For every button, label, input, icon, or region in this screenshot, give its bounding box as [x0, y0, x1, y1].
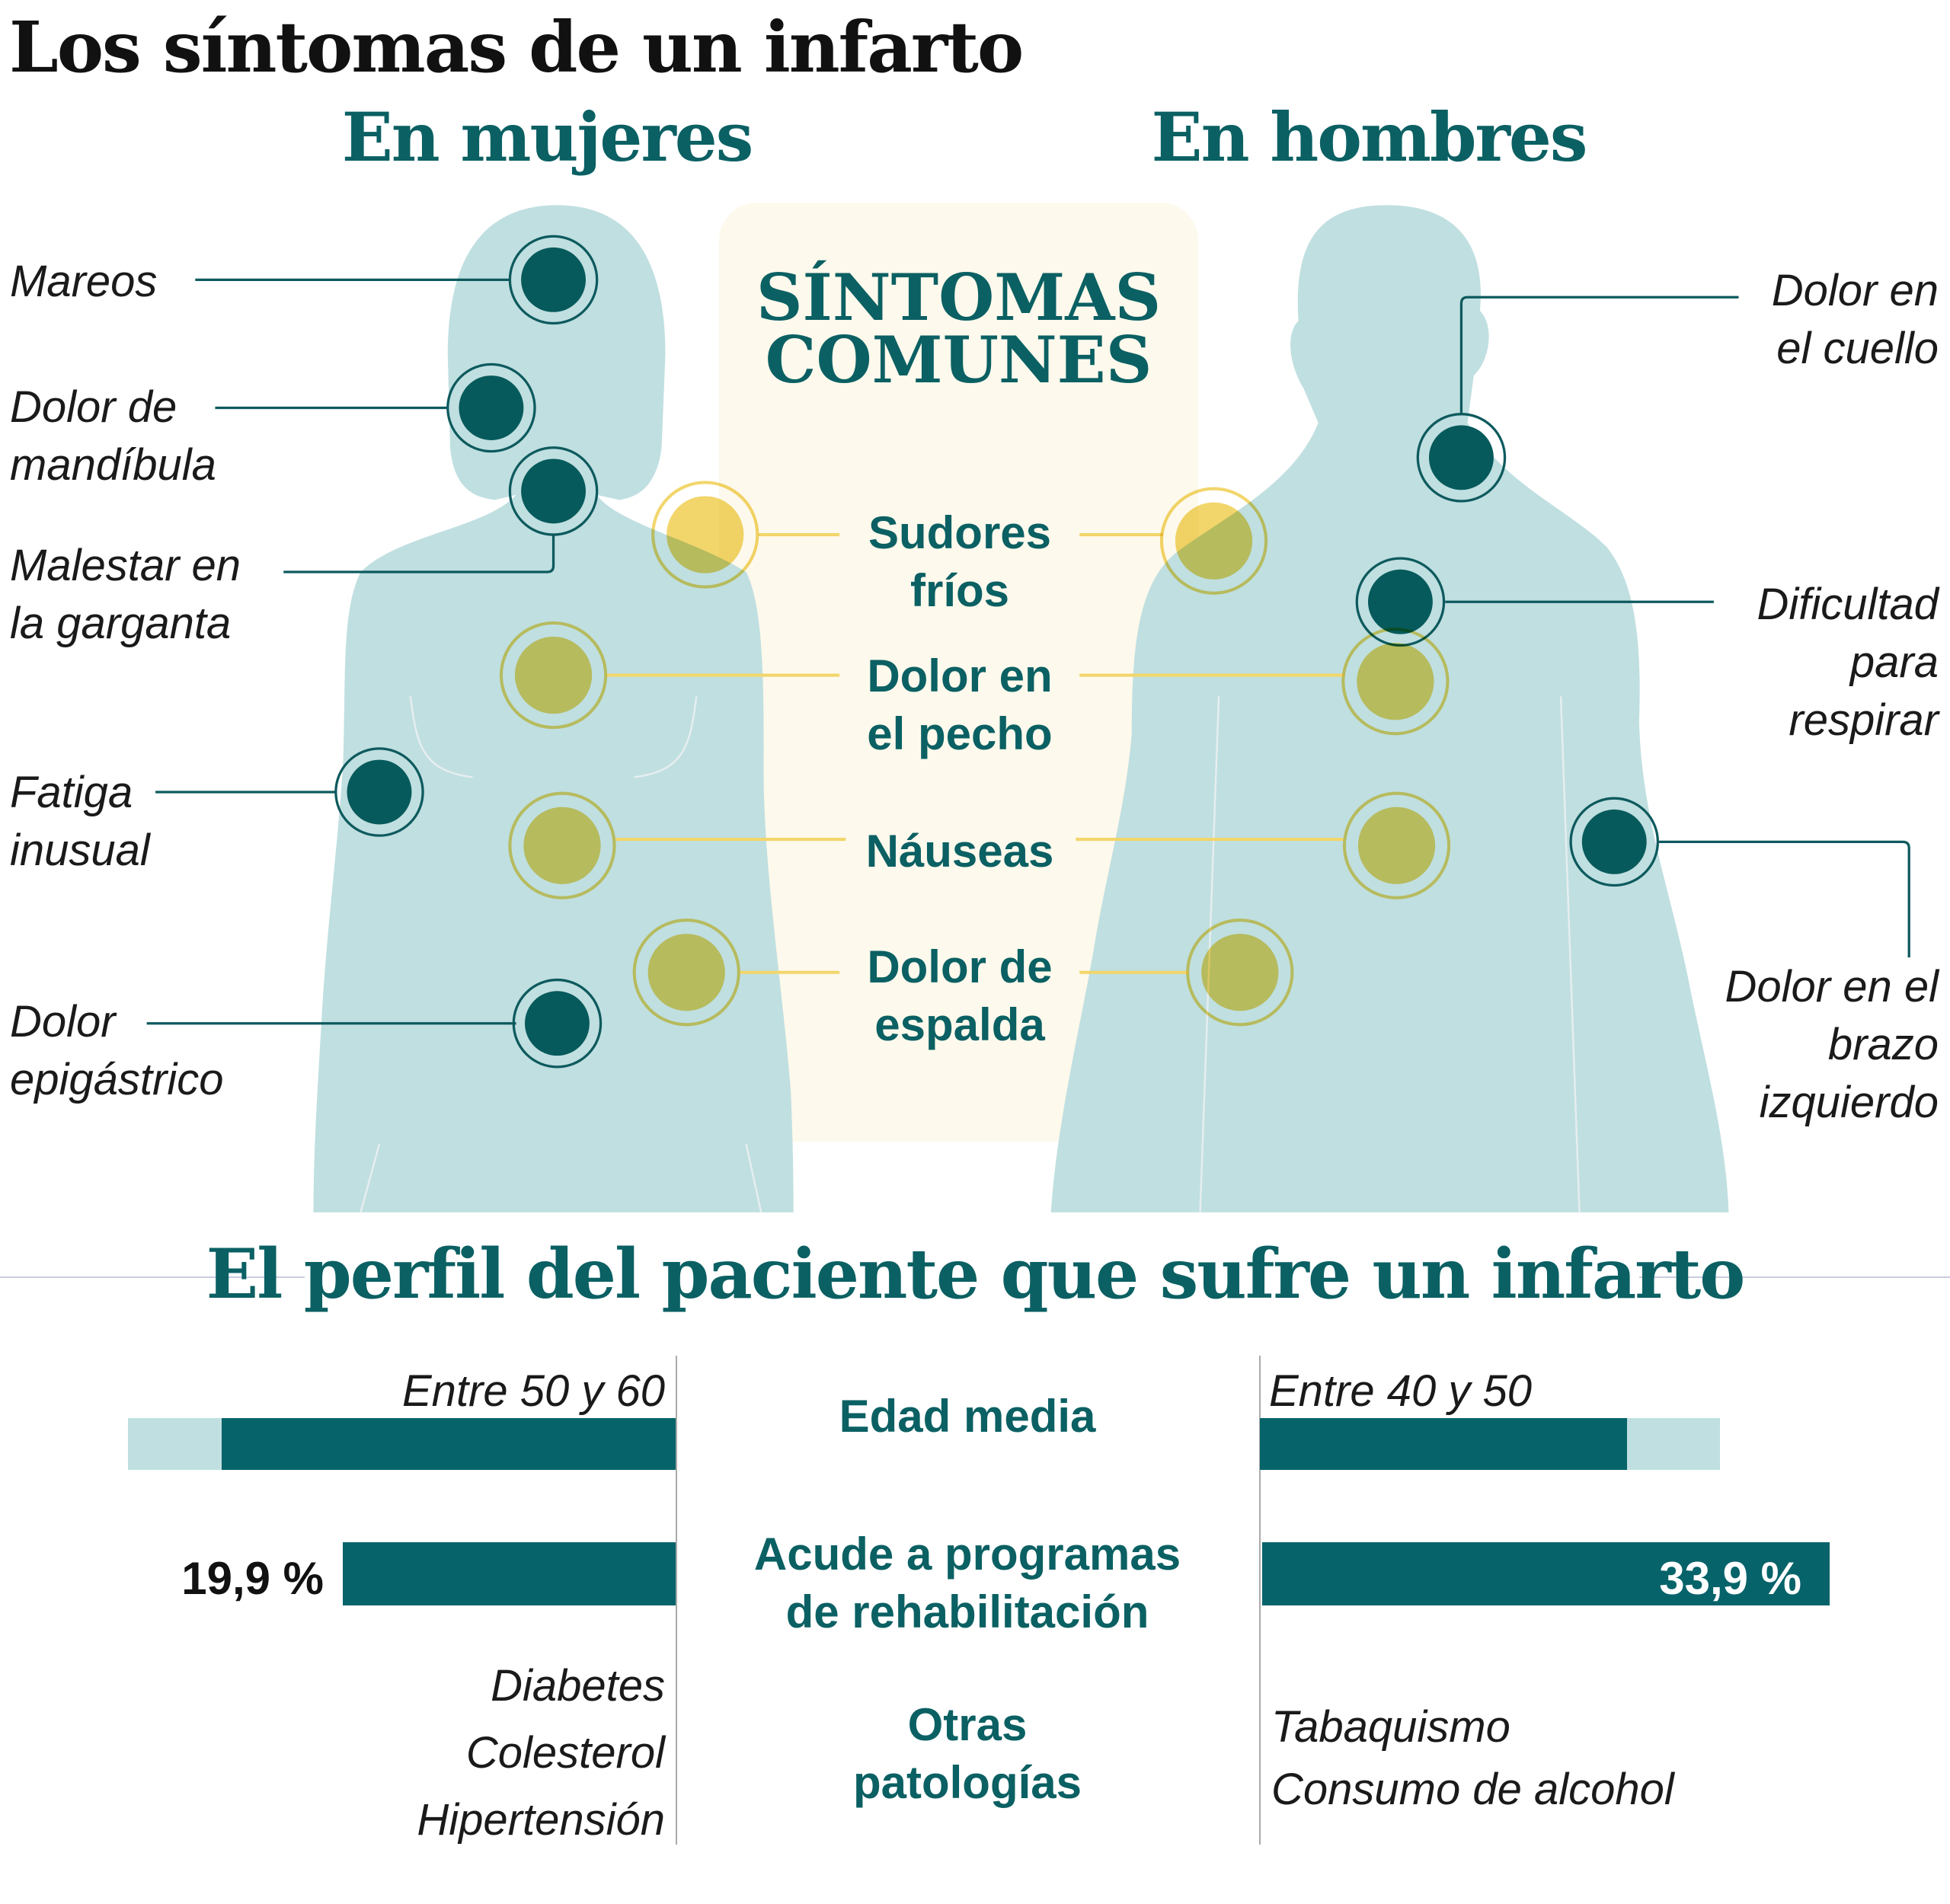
women-other-conditions: Diabetes Colesterol Hipertensión [417, 1661, 665, 1845]
women-symptom-markers [334, 235, 603, 1069]
common-symptom-markers [499, 481, 1451, 1027]
women-rehab-value: 19,9 % [181, 1553, 324, 1604]
common-symptom-pecho: Dolor en el pecho [867, 650, 1053, 759]
marker-fatiga [334, 747, 424, 837]
women-symptom-epigastrico: Dolor epigástrico [10, 997, 224, 1104]
body-illustration [146, 205, 1910, 1213]
age-label: Edad media [839, 1391, 1096, 1442]
women-title: En mujeres [341, 97, 754, 177]
common-title-line: COMUNES [765, 322, 1152, 398]
marker-pecho-m [1341, 628, 1450, 736]
men-symptom-brazo: Dolor en el brazo izquierdo [1725, 962, 1939, 1127]
men-rehab-value: 33,9 % [1659, 1553, 1801, 1604]
divider [0, 1276, 305, 1278]
common-title-line: SÍNTOMAS [756, 260, 1162, 335]
marker-espalda-m [1186, 918, 1294, 1027]
marker-espalda-w [632, 918, 740, 1027]
common-symptom-nauseas: Náuseas [865, 826, 1054, 877]
women-symptom-mandibula: Dolor de mandíbula [10, 382, 216, 490]
marker-epigastrico [512, 978, 603, 1069]
leader-line [1659, 840, 1910, 958]
men-age-bar [1260, 1418, 1627, 1470]
marker-nauseas-m [1342, 791, 1451, 899]
marker-garganta [508, 446, 599, 536]
marker-nauseas-w [508, 791, 616, 899]
men-rehab-bar [1262, 1542, 1830, 1605]
marker-sudores-w [651, 481, 759, 589]
leader-line [1459, 296, 1739, 414]
women-age-bar [222, 1418, 676, 1470]
divider [1639, 1276, 1950, 1278]
women-age-value: Entre 50 y 60 [402, 1366, 665, 1416]
women-symptom-fatiga: Fatiga inusual [10, 768, 150, 875]
other-conditions-label: Otras patologías [852, 1699, 1082, 1808]
men-title: En hombres [1151, 97, 1588, 177]
marker-respirar [1355, 557, 1446, 647]
men-symptom-respirar: Dificultad para respirar [1757, 580, 1939, 745]
marker-mandibula [446, 363, 536, 453]
men-other-conditions: Tabaquismo Consumo de alcohol [1271, 1702, 1674, 1814]
divider [1259, 1356, 1261, 1845]
divider [676, 1356, 677, 1845]
men-symptom-markers [1355, 413, 1660, 887]
marker-sudores-m [1159, 487, 1268, 595]
marker-cuello [1416, 413, 1507, 503]
marker-brazo [1569, 797, 1660, 887]
marker-mareos [508, 235, 599, 325]
page-title: Los síntomas de un infarto [9, 6, 1024, 88]
women-rehab-bar [342, 1542, 676, 1605]
leader-line [283, 535, 555, 573]
common-symptom-sudores: Sudores fríos [868, 507, 1052, 616]
men-age-value: Entre 40 y 50 [1269, 1366, 1532, 1416]
rehab-label: Acude a programas de rehabilitación [753, 1529, 1181, 1637]
profile-title: El perfil del paciente que sufre un infa… [206, 1234, 1746, 1315]
men-symptom-cuello: Dolor en el cuello [1771, 266, 1939, 373]
marker-pecho-w [499, 621, 608, 730]
women-symptom-mareos: Mareos [10, 257, 158, 306]
common-symptoms-title: SÍNTOMAS COMUNES [719, 260, 1198, 398]
common-symptom-espalda: Dolor de espalda [867, 941, 1053, 1050]
women-symptom-garganta: Malestar en la garganta [10, 541, 241, 648]
